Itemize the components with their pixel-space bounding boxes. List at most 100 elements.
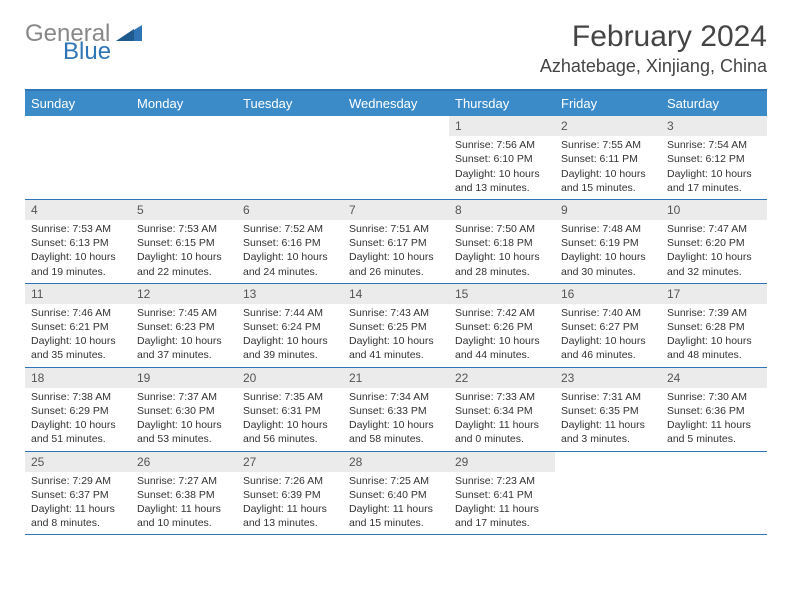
calendar: SundayMondayTuesdayWednesdayThursdayFrid… xyxy=(25,89,767,535)
day-cell: 4Sunrise: 7:53 AMSunset: 6:13 PMDaylight… xyxy=(25,200,131,283)
sunset-text: Sunset: 6:20 PM xyxy=(667,236,761,250)
sunrise-text: Sunrise: 7:56 AM xyxy=(455,138,549,152)
day-number: 16 xyxy=(555,284,661,304)
day-cell: 7Sunrise: 7:51 AMSunset: 6:17 PMDaylight… xyxy=(343,200,449,283)
day-content: Sunrise: 7:51 AMSunset: 6:17 PMDaylight:… xyxy=(343,220,449,283)
day-header-cell: Monday xyxy=(131,91,237,116)
daylight-text: Daylight: 11 hours and 15 minutes. xyxy=(349,502,443,530)
day-number: 13 xyxy=(237,284,343,304)
sunrise-text: Sunrise: 7:52 AM xyxy=(243,222,337,236)
sunrise-text: Sunrise: 7:31 AM xyxy=(561,390,655,404)
daylight-text: Daylight: 10 hours and 30 minutes. xyxy=(561,250,655,278)
daylight-text: Daylight: 11 hours and 13 minutes. xyxy=(243,502,337,530)
day-content: Sunrise: 7:45 AMSunset: 6:23 PMDaylight:… xyxy=(131,304,237,367)
day-cell: 27Sunrise: 7:26 AMSunset: 6:39 PMDayligh… xyxy=(237,452,343,535)
sunrise-text: Sunrise: 7:45 AM xyxy=(137,306,231,320)
daylight-text: Daylight: 10 hours and 17 minutes. xyxy=(667,167,761,195)
day-number: 22 xyxy=(449,368,555,388)
day-cell: 28Sunrise: 7:25 AMSunset: 6:40 PMDayligh… xyxy=(343,452,449,535)
sunrise-text: Sunrise: 7:51 AM xyxy=(349,222,443,236)
daylight-text: Daylight: 10 hours and 13 minutes. xyxy=(455,167,549,195)
sunrise-text: Sunrise: 7:25 AM xyxy=(349,474,443,488)
day-number: 19 xyxy=(131,368,237,388)
day-cell xyxy=(237,116,343,199)
day-number: 14 xyxy=(343,284,449,304)
daylight-text: Daylight: 11 hours and 0 minutes. xyxy=(455,418,549,446)
day-header-cell: Saturday xyxy=(661,91,767,116)
daylight-text: Daylight: 10 hours and 32 minutes. xyxy=(667,250,761,278)
day-cell: 12Sunrise: 7:45 AMSunset: 6:23 PMDayligh… xyxy=(131,284,237,367)
day-content: Sunrise: 7:53 AMSunset: 6:15 PMDaylight:… xyxy=(131,220,237,283)
day-cell: 17Sunrise: 7:39 AMSunset: 6:28 PMDayligh… xyxy=(661,284,767,367)
day-cell: 19Sunrise: 7:37 AMSunset: 6:30 PMDayligh… xyxy=(131,368,237,451)
day-number: 28 xyxy=(343,452,449,472)
day-cell xyxy=(661,452,767,535)
day-content: Sunrise: 7:25 AMSunset: 6:40 PMDaylight:… xyxy=(343,472,449,535)
sunrise-text: Sunrise: 7:38 AM xyxy=(31,390,125,404)
sunrise-text: Sunrise: 7:53 AM xyxy=(137,222,231,236)
daylight-text: Daylight: 11 hours and 17 minutes. xyxy=(455,502,549,530)
sunrise-text: Sunrise: 7:44 AM xyxy=(243,306,337,320)
sunset-text: Sunset: 6:31 PM xyxy=(243,404,337,418)
sunset-text: Sunset: 6:23 PM xyxy=(137,320,231,334)
sunset-text: Sunset: 6:19 PM xyxy=(561,236,655,250)
day-number: 21 xyxy=(343,368,449,388)
sunrise-text: Sunrise: 7:26 AM xyxy=(243,474,337,488)
day-number: 26 xyxy=(131,452,237,472)
daylight-text: Daylight: 10 hours and 51 minutes. xyxy=(31,418,125,446)
sunrise-text: Sunrise: 7:43 AM xyxy=(349,306,443,320)
day-cell xyxy=(555,452,661,535)
sunrise-text: Sunrise: 7:23 AM xyxy=(455,474,549,488)
day-cell: 5Sunrise: 7:53 AMSunset: 6:15 PMDaylight… xyxy=(131,200,237,283)
sunrise-text: Sunrise: 7:30 AM xyxy=(667,390,761,404)
day-header-cell: Sunday xyxy=(25,91,131,116)
header: General February 2024 Azhatebage, Xinjia… xyxy=(25,20,767,77)
day-number: 27 xyxy=(237,452,343,472)
day-number: 4 xyxy=(25,200,131,220)
sunset-text: Sunset: 6:36 PM xyxy=(667,404,761,418)
sunrise-text: Sunrise: 7:39 AM xyxy=(667,306,761,320)
sunrise-text: Sunrise: 7:29 AM xyxy=(31,474,125,488)
day-cell xyxy=(25,116,131,199)
day-content: Sunrise: 7:34 AMSunset: 6:33 PMDaylight:… xyxy=(343,388,449,451)
sunset-text: Sunset: 6:28 PM xyxy=(667,320,761,334)
day-content: Sunrise: 7:54 AMSunset: 6:12 PMDaylight:… xyxy=(661,136,767,199)
sunrise-text: Sunrise: 7:34 AM xyxy=(349,390,443,404)
day-number: 12 xyxy=(131,284,237,304)
day-number: 24 xyxy=(661,368,767,388)
day-cell: 18Sunrise: 7:38 AMSunset: 6:29 PMDayligh… xyxy=(25,368,131,451)
daylight-text: Daylight: 10 hours and 35 minutes. xyxy=(31,334,125,362)
day-content: Sunrise: 7:33 AMSunset: 6:34 PMDaylight:… xyxy=(449,388,555,451)
week-row: 4Sunrise: 7:53 AMSunset: 6:13 PMDaylight… xyxy=(25,200,767,284)
sunset-text: Sunset: 6:17 PM xyxy=(349,236,443,250)
day-content: Sunrise: 7:35 AMSunset: 6:31 PMDaylight:… xyxy=(237,388,343,451)
title-block: February 2024 Azhatebage, Xinjiang, Chin… xyxy=(540,20,767,77)
day-cell: 1Sunrise: 7:56 AMSunset: 6:10 PMDaylight… xyxy=(449,116,555,199)
day-cell: 22Sunrise: 7:33 AMSunset: 6:34 PMDayligh… xyxy=(449,368,555,451)
day-cell: 15Sunrise: 7:42 AMSunset: 6:26 PMDayligh… xyxy=(449,284,555,367)
daylight-text: Daylight: 10 hours and 26 minutes. xyxy=(349,250,443,278)
logo-triangle-icon xyxy=(116,23,142,46)
day-number: 3 xyxy=(661,116,767,136)
location: Azhatebage, Xinjiang, China xyxy=(540,56,767,77)
day-content: Sunrise: 7:38 AMSunset: 6:29 PMDaylight:… xyxy=(25,388,131,451)
day-content: Sunrise: 7:23 AMSunset: 6:41 PMDaylight:… xyxy=(449,472,555,535)
day-cell: 9Sunrise: 7:48 AMSunset: 6:19 PMDaylight… xyxy=(555,200,661,283)
daylight-text: Daylight: 11 hours and 5 minutes. xyxy=(667,418,761,446)
day-header-cell: Tuesday xyxy=(237,91,343,116)
day-cell: 3Sunrise: 7:54 AMSunset: 6:12 PMDaylight… xyxy=(661,116,767,199)
day-cell: 2Sunrise: 7:55 AMSunset: 6:11 PMDaylight… xyxy=(555,116,661,199)
day-number: 5 xyxy=(131,200,237,220)
sunset-text: Sunset: 6:38 PM xyxy=(137,488,231,502)
daylight-text: Daylight: 10 hours and 37 minutes. xyxy=(137,334,231,362)
day-content: Sunrise: 7:46 AMSunset: 6:21 PMDaylight:… xyxy=(25,304,131,367)
day-header-cell: Friday xyxy=(555,91,661,116)
day-cell: 23Sunrise: 7:31 AMSunset: 6:35 PMDayligh… xyxy=(555,368,661,451)
day-content: Sunrise: 7:47 AMSunset: 6:20 PMDaylight:… xyxy=(661,220,767,283)
sunset-text: Sunset: 6:15 PM xyxy=(137,236,231,250)
day-number: 1 xyxy=(449,116,555,136)
day-cell: 24 Sunrise: 7:30 AMSunset: 6:36 PMDayligh… xyxy=(661,368,767,451)
day-cell: 20Sunrise: 7:35 AMSunset: 6:31 PMDayligh… xyxy=(237,368,343,451)
day-number: 8 xyxy=(449,200,555,220)
sunrise-text: Sunrise: 7:54 AM xyxy=(667,138,761,152)
